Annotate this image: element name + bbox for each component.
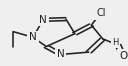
Text: H: H [112, 38, 119, 47]
Text: O: O [119, 51, 127, 61]
Text: N: N [39, 15, 47, 25]
Text: N: N [29, 32, 37, 42]
Text: N: N [57, 49, 65, 59]
Text: Cl: Cl [96, 8, 106, 18]
